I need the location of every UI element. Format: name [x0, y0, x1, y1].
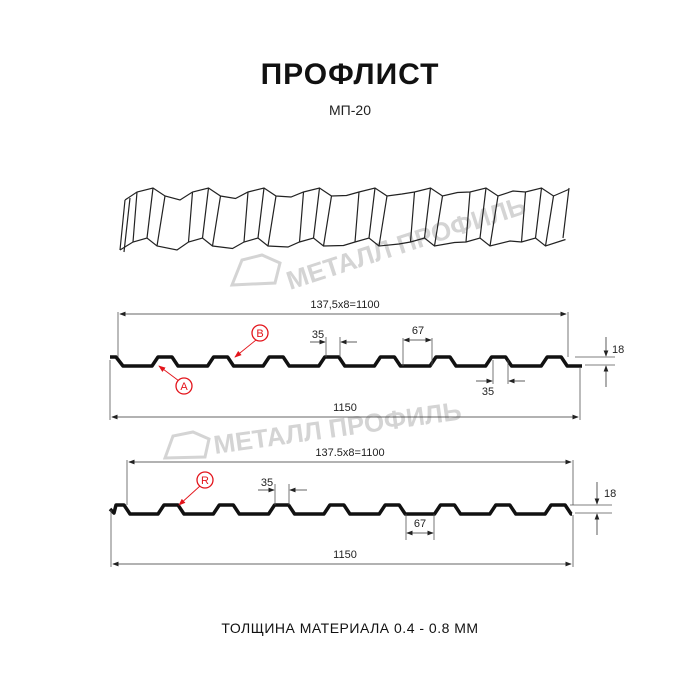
dim-1100-label-2: 137.5x8=1100: [315, 447, 384, 459]
dim-35b-label: 35: [482, 386, 494, 398]
sheet-rib-edge: [132, 187, 166, 247]
watermark-1: МЕТАЛЛ ПРОФИЛЬ: [229, 190, 529, 296]
sheet-outline: [124, 187, 569, 201]
sheet-rib-edge: [520, 187, 555, 247]
material-thickness: ТОЛЩИНА МАТЕРИАЛА 0.4 - 0.8 ММ: [221, 620, 479, 636]
dim-1100-label: 137,5x8=1100: [310, 299, 379, 311]
dim-35-label-2: 35: [261, 477, 273, 489]
page-subtitle: МП-20: [329, 102, 371, 118]
marker-b: [251, 324, 269, 342]
dim-67-label: 67: [412, 325, 424, 337]
page-title: ПРОФЛИСТ: [260, 58, 440, 91]
sheet-rib-edge: [354, 187, 388, 247]
marker-r-label: R: [201, 475, 209, 487]
sheet-rib-edge: [187, 187, 222, 247]
sheet-rib-edge: [465, 187, 499, 247]
profile-top-outline: [110, 355, 582, 368]
marker-a: [175, 377, 193, 395]
sheet-3d-view: [119, 187, 570, 253]
dim-1150-label-2: 1150: [333, 549, 357, 561]
profile-bottom-drawing: 137.5x8=1100 1150 35 67 18 R: [108, 447, 616, 567]
dim-67-label-2: 67: [414, 518, 426, 530]
sheet-rib-edge: [243, 187, 277, 247]
sheet-rib-edge: [298, 187, 333, 247]
dim-35-label: 35: [312, 329, 324, 341]
dim-18-label-2: 18: [604, 488, 616, 500]
watermark-2: МЕТАЛЛ ПРОФИЛЬ: [162, 395, 463, 460]
sheet-outline: [119, 237, 566, 251]
marker-a-label: A: [180, 381, 188, 393]
dim-18-label: 18: [612, 344, 624, 356]
profile-top-drawing: 137,5x8=1100 1150 35 67 35 18 B A: [109, 299, 624, 420]
profile-bottom-outline: [108, 503, 573, 516]
marker-b-label: B: [256, 328, 263, 340]
sheet-outline: [562, 187, 570, 239]
dim-1150-label: 1150: [333, 402, 357, 414]
marker-r: [196, 471, 214, 489]
sheet-outline: [119, 197, 131, 253]
sheet-rib-edge: [409, 187, 444, 247]
